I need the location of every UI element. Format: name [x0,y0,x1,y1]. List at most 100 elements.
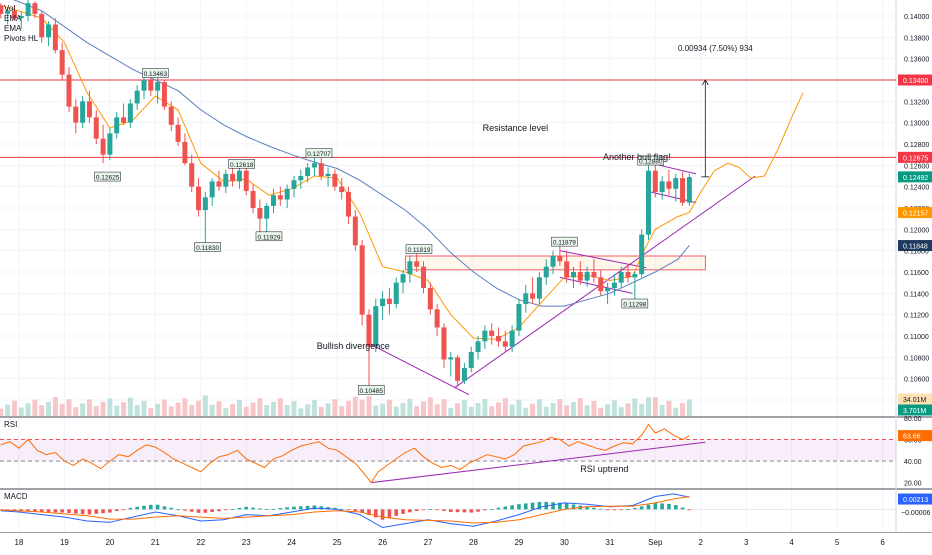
pivot-label-box [194,242,221,252]
volume-bar [346,400,352,416]
candle-body [570,272,576,278]
macd-histogram-bar [26,509,30,512]
volume-bar [107,398,113,416]
macd-histogram-bar [510,505,514,510]
rsi-label: RSI [4,420,17,429]
macd-histogram-bar [598,508,603,510]
time-tick-label: 5 [835,538,840,547]
macd-histogram-bar [414,509,419,511]
volume-bar [216,401,222,416]
pivot-label-box [621,298,649,309]
macd-histogram-bar [251,507,255,510]
macd-histogram-bar [483,509,487,511]
volume-bar [121,402,127,416]
macd-histogram-bar [237,507,242,510]
candle-body [196,186,202,211]
pivot-label: 0.11830 [196,245,219,252]
macd-histogram-bar [660,503,664,510]
macd-histogram-bar [285,507,289,510]
ema-fast-line [0,4,804,340]
candle-body [393,282,399,304]
macd-histogram-bar [564,503,569,510]
macd-histogram-bar [394,509,399,516]
volume-badge-label: 3.701M [903,408,927,415]
candle-body [0,5,4,14]
candle-body [5,10,11,14]
legend-ema-1[interactable]: EMA [4,14,22,23]
candle-body [645,170,651,235]
volume-bar [611,400,617,416]
macd-histogram-bar [12,509,17,511]
volume-bar [46,401,52,416]
volume-bar [59,403,65,416]
candle-body [182,141,188,164]
candle-body [243,170,249,191]
candle-body [550,256,556,267]
macd-histogram-bar [142,505,146,510]
candle-body [482,330,488,342]
macd-histogram-bar [39,509,44,512]
volume-bar [373,405,379,416]
volume-bar [18,407,24,416]
macd-histogram-bar [264,509,269,510]
volume-bar [100,401,106,416]
pivot-label-box [228,159,255,169]
macd-histogram-bar [5,509,10,511]
time-tick-label: 20 [105,538,114,547]
macd-value-badge [898,493,932,505]
macd-histogram-bar [135,506,139,510]
candle-body [236,170,242,182]
macd-histogram-bar [367,509,371,516]
legend-vol[interactable]: Vol [4,4,16,13]
volume-bar [332,399,338,416]
candle-body [427,288,433,310]
volume-bar [489,406,495,416]
rsi-band [0,439,896,462]
price-badge-label: 0.13400 [903,78,928,85]
time-tick-label: 19 [60,538,69,547]
macd-histogram-bar [114,509,119,512]
price-tick-label: 0.11800 [904,249,929,256]
time-tick-label: 21 [151,538,160,547]
time-tick-label: 29 [514,538,523,547]
volume-bar [39,405,45,416]
legend-pivots[interactable]: Pivots HL [4,34,39,43]
macd-histogram-bar [176,509,180,511]
candle-body [73,106,79,123]
candle-body [339,186,345,192]
candle-body [59,50,65,75]
pivot-label: 0.11819 [407,247,430,254]
resistance-annotation: Resistance level [483,123,549,133]
volume-bar [32,399,38,416]
candle-body [666,181,672,189]
volume-bar [250,402,256,416]
candle-body [557,256,563,262]
volume-bar [298,408,304,416]
rsi-tick-label: 40.00 [904,459,922,466]
volume-bar [175,402,181,416]
macd-histogram-bar [312,505,317,510]
pivot-label: 0.12618 [230,162,254,169]
time-tick-label: 26 [378,538,387,547]
macd-histogram-bar [428,509,433,510]
macd-histogram-bar [442,509,446,511]
volume-bar [407,398,413,416]
volume-bar [66,399,72,416]
candle-body [325,173,331,176]
macd-histogram-bar [305,505,310,510]
candle-body [434,309,440,328]
price-tick-label: 0.13200 [904,99,929,106]
volume-bar [645,397,651,416]
candle-body [659,181,665,192]
volume-bar [339,406,345,416]
macd-histogram-bar [278,508,283,510]
macd-histogram-bar [223,509,228,511]
candle-body [455,357,461,381]
candle-body [284,188,290,200]
legend-ema-2[interactable]: EMA [4,24,22,33]
pivot-label: 0.10485 [359,388,383,395]
time-tick-label: 30 [560,538,569,547]
candle-body [386,298,392,304]
macd-histogram-bar [80,509,85,515]
volume-bar [264,405,270,416]
